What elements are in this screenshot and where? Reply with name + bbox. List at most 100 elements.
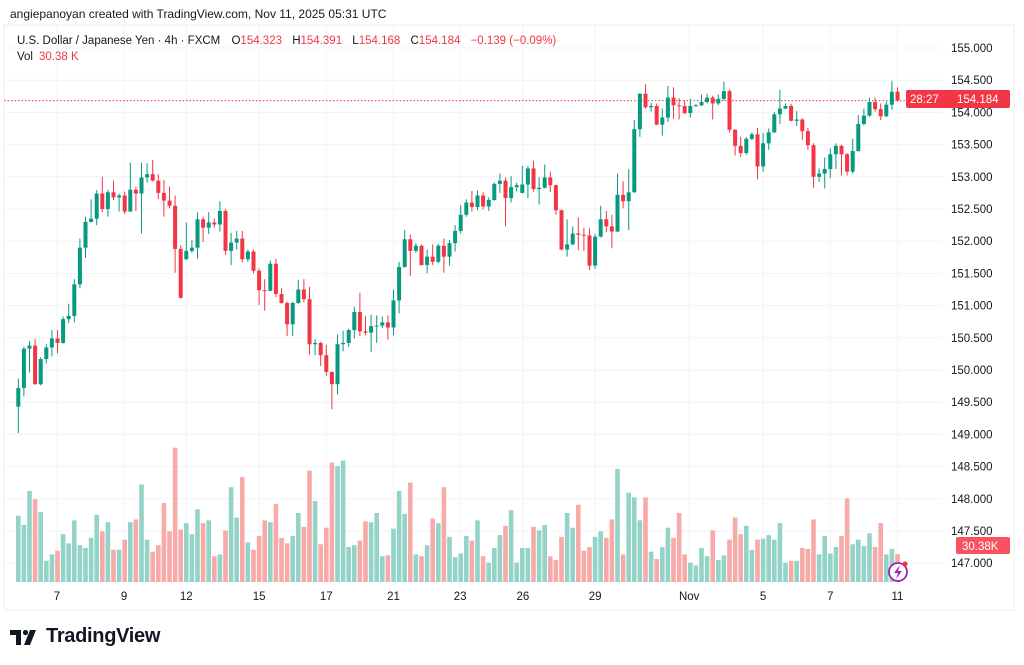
- lightning-icon[interactable]: [888, 561, 908, 582]
- candle-body: [621, 194, 626, 202]
- candle-body: [587, 235, 592, 266]
- candle-body: [677, 105, 682, 107]
- candle-body: [520, 184, 525, 193]
- candle-body: [279, 294, 284, 304]
- y-tick-label: 147.500: [951, 526, 993, 538]
- y-tick-label: 149.500: [951, 397, 993, 409]
- candle-body: [257, 270, 262, 291]
- volume-value: 30.38K: [962, 541, 999, 553]
- candle-body: [206, 222, 211, 228]
- candle-body: [335, 344, 340, 385]
- candle: [548, 171, 553, 193]
- volume-bar: [100, 531, 105, 582]
- candle-body: [643, 93, 648, 108]
- volume-bar: [217, 554, 223, 582]
- candle-body: [464, 202, 469, 215]
- close-value: 154.184: [418, 35, 461, 47]
- candle-body: [33, 345, 38, 385]
- time-axis[interactable]: 7 9 12 15 17 21 23 26 29 Nov 5 7 11: [54, 591, 904, 603]
- candle-body: [201, 219, 206, 228]
- tradingview-logo[interactable]: TradingView: [10, 625, 160, 648]
- candle: [839, 144, 844, 176]
- candle-body: [234, 238, 239, 243]
- candle: [279, 288, 284, 304]
- candle-body: [604, 219, 609, 227]
- volume-bar: [704, 556, 710, 582]
- candle: [721, 81, 726, 101]
- tradingview-logo-icon: [10, 629, 36, 645]
- candle: [44, 344, 49, 364]
- candle-body: [324, 355, 329, 372]
- y-tick-label: 150.000: [951, 365, 993, 377]
- candle: [161, 180, 166, 217]
- volume-bar: [716, 559, 721, 582]
- volume-bar: [772, 539, 777, 582]
- candle-body: [688, 105, 693, 114]
- volume-bar: [111, 549, 116, 582]
- volume-bar: [161, 502, 167, 582]
- candle-body: [425, 256, 430, 266]
- volume-bar: [570, 527, 575, 582]
- volume-bar: [133, 519, 139, 582]
- candle-body: [570, 233, 575, 245]
- candle: [425, 249, 430, 274]
- candle-body: [178, 248, 183, 298]
- high-value: 154.391: [300, 35, 343, 47]
- volume-bar: [542, 524, 547, 582]
- candle-body: [441, 245, 446, 257]
- candle: [296, 279, 301, 304]
- candle-body: [419, 245, 424, 266]
- volume-bar: [279, 537, 284, 582]
- symbol-title[interactable]: U.S. Dollar / Japanese Yen · 4h · FXCM: [17, 35, 221, 47]
- candle: [811, 143, 816, 188]
- x-tick-label: 12: [180, 591, 193, 603]
- volume-bar: [189, 534, 195, 582]
- volume-bar: [660, 547, 665, 582]
- candle: [503, 177, 508, 227]
- volume-bar: [805, 548, 811, 582]
- volume-bar: [329, 462, 335, 582]
- volume-bar: [503, 525, 508, 582]
- candle: [509, 176, 514, 203]
- volume-bar: [206, 520, 211, 582]
- candle: [150, 160, 155, 182]
- candle: [257, 268, 262, 305]
- price-axis[interactable]: 155.000 154.500 154.000 153.500 153.000 152.5…: [951, 43, 993, 570]
- candle-body: [285, 303, 290, 325]
- candle: [324, 344, 329, 376]
- volume-bar: [441, 487, 447, 582]
- candle-body: [761, 143, 766, 167]
- candle-body: [637, 93, 642, 130]
- candle: [301, 279, 306, 303]
- candle: [789, 104, 794, 122]
- candle-body: [682, 105, 687, 114]
- grid: [4, 25, 943, 585]
- volume-bar: [424, 545, 430, 582]
- candle: [609, 214, 614, 249]
- candle: [783, 103, 788, 110]
- candle-body: [665, 97, 670, 118]
- volume-bar: [536, 530, 542, 582]
- candle: [817, 168, 822, 182]
- volume-bar: [116, 549, 122, 582]
- candle-body: [352, 312, 357, 331]
- candle-body: [839, 145, 844, 155]
- candle-body: [895, 91, 900, 101]
- candle-body: [738, 145, 743, 153]
- candle-body: [867, 102, 872, 116]
- chart-frame: [3, 24, 1015, 611]
- candle-body: [195, 219, 200, 248]
- candle: [391, 289, 396, 336]
- candle-body: [229, 242, 234, 251]
- candle: [621, 181, 626, 209]
- candle-body: [884, 104, 889, 117]
- candle: [587, 228, 592, 271]
- candle-body: [481, 195, 486, 207]
- volume-bar: [223, 530, 228, 582]
- candle: [453, 225, 458, 252]
- volume-bar: [643, 497, 648, 582]
- candle: [576, 217, 581, 251]
- candle-body: [49, 338, 54, 348]
- volume-bar: [811, 519, 816, 582]
